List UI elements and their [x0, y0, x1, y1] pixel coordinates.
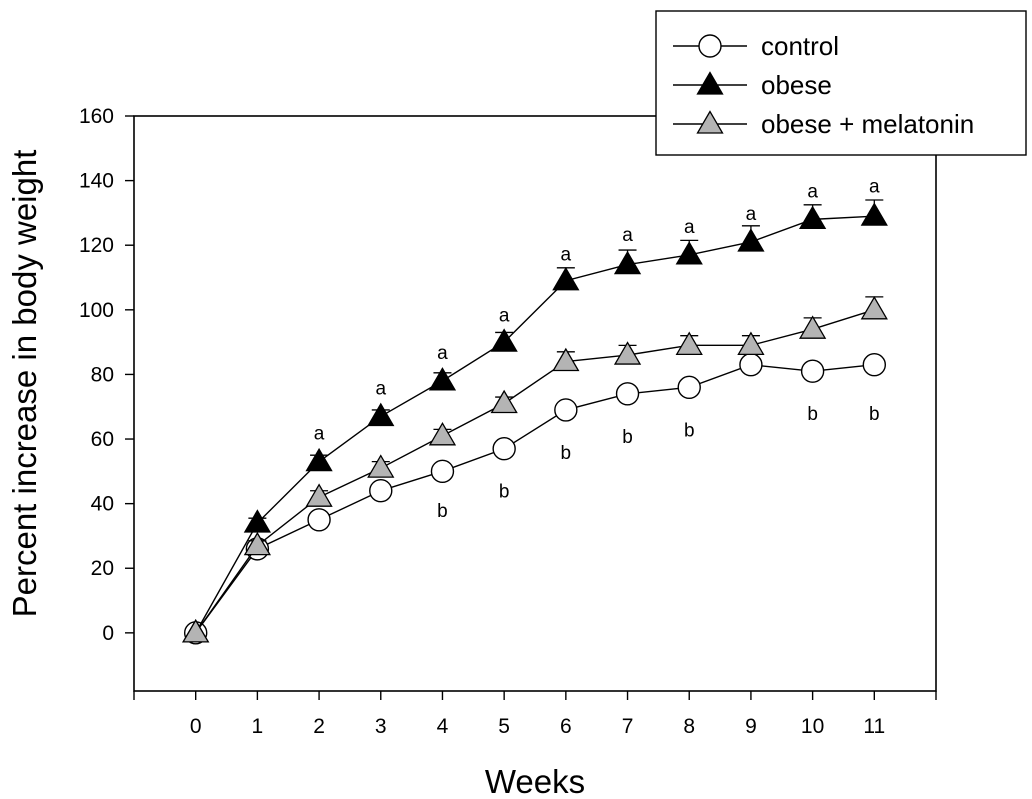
x-tick-label: 8: [683, 715, 695, 738]
legend: control obese obese + melatonin: [655, 10, 1027, 156]
x-tick-label: 3: [375, 715, 387, 738]
y-tick-label: 100: [79, 299, 114, 322]
legend-marker: [698, 34, 722, 58]
data-point: [739, 353, 763, 377]
annotation-b: b: [437, 501, 448, 522]
data-point: [860, 296, 888, 320]
data-point: [243, 531, 272, 556]
legend-marker: [696, 71, 724, 95]
data-point: [675, 241, 703, 265]
data-point: [554, 398, 578, 422]
data-point: [737, 331, 765, 356]
data-point: [428, 367, 457, 391]
data-point: [615, 382, 640, 406]
x-tick-label: 5: [498, 715, 510, 738]
y-tick-label: 60: [91, 428, 114, 451]
y-tick-label: 140: [79, 170, 114, 193]
series-line: [195, 364, 875, 634]
annotation-b: b: [807, 404, 818, 425]
data-point: [860, 202, 888, 226]
annotation-b: b: [499, 482, 510, 503]
y-axis-title: Percent increase in body weight: [6, 150, 43, 618]
data-point: [677, 375, 701, 400]
legend-label: obese + melatonin: [761, 109, 974, 139]
y-tick-label: 20: [91, 557, 114, 580]
x-tick-label: 11: [863, 715, 885, 738]
x-tick-label: 4: [437, 715, 449, 738]
annotation-b: b: [869, 404, 880, 425]
annotation-b: b: [684, 420, 695, 441]
data-point: [428, 422, 457, 446]
series-1: [183, 353, 887, 645]
data-point: [798, 205, 827, 230]
annotation-a: a: [314, 424, 325, 445]
significance-annotations: a a a a a a a a a a b b b b b b b: [314, 176, 880, 522]
x-tick-label: 6: [560, 715, 572, 738]
legend-marker: [696, 110, 724, 134]
annotation-b: b: [561, 443, 572, 464]
data-point: [737, 228, 765, 252]
x-tick-label: 9: [745, 715, 757, 738]
plot-frame: [133, 115, 937, 692]
data-point: [307, 508, 331, 532]
annotation-a: a: [437, 343, 448, 364]
data-point: [305, 483, 333, 507]
data-point: [367, 402, 395, 427]
data-point: [862, 353, 887, 377]
annotation-a: a: [869, 176, 880, 197]
data-point: [613, 250, 642, 275]
annotation-b: b: [622, 427, 633, 448]
annotation-a: a: [499, 306, 510, 327]
data-point: [613, 341, 642, 365]
series-layer: [182, 199, 888, 645]
y-tick-label: 40: [91, 493, 114, 516]
x-tick-label: 0: [190, 715, 202, 738]
data-point: [369, 479, 393, 503]
series-3: [182, 296, 888, 643]
data-point: [182, 619, 210, 643]
series-line: [195, 215, 875, 634]
y-tick-label: 160: [79, 105, 114, 128]
data-point: [367, 454, 395, 478]
x-tick-label: 10: [801, 715, 824, 738]
y-tick-label: 0: [102, 622, 114, 645]
data-point: [552, 266, 580, 291]
annotation-a: a: [684, 217, 695, 238]
data-point: [490, 389, 518, 414]
data-point: [492, 437, 516, 461]
data-point: [430, 459, 455, 484]
data-point: [675, 331, 703, 356]
x-tick-label: 1: [252, 715, 264, 738]
series-line: [195, 309, 875, 634]
series-2: [182, 199, 888, 643]
annotation-a: a: [375, 378, 386, 399]
y-tick-label: 80: [91, 363, 114, 386]
axes: Weeks Percent increase in body weight 0 2…: [6, 105, 937, 799]
legend-label: control: [761, 31, 839, 61]
annotation-a: a: [807, 181, 818, 202]
data-point: [552, 347, 580, 372]
annotation-a: a: [622, 225, 633, 246]
y-tick-label: 120: [79, 234, 114, 257]
data-point: [800, 359, 825, 383]
annotation-a: a: [561, 244, 572, 265]
data-point: [305, 447, 333, 472]
x-axis-title: Weeks: [485, 763, 585, 799]
legend-label: obese: [761, 70, 832, 100]
data-point: [490, 328, 518, 352]
x-tick-label: 2: [313, 715, 325, 738]
data-point: [798, 315, 827, 339]
x-tick-label: 7: [622, 715, 634, 738]
annotation-a: a: [746, 204, 757, 225]
